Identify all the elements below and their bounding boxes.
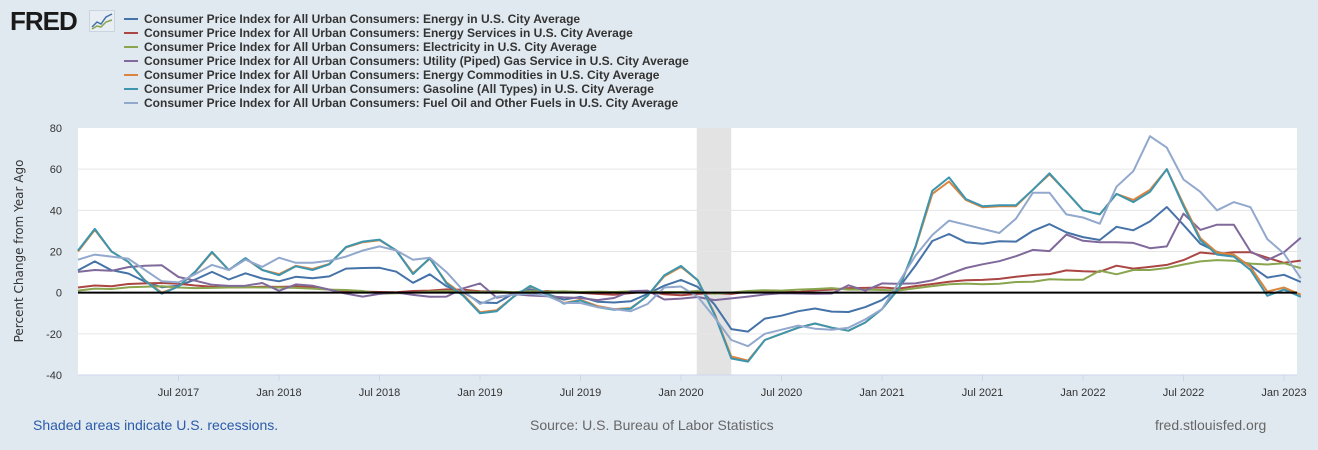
x-tick-label: Jan 2021 — [859, 387, 904, 399]
chart-legend: Consumer Price Index for All Urban Consu… — [124, 12, 689, 110]
legend-label: Consumer Price Index for All Urban Consu… — [144, 82, 654, 96]
series-line-3 — [77, 212, 1302, 302]
legend-label: Consumer Price Index for All Urban Consu… — [144, 40, 597, 54]
legend-swatch — [124, 74, 138, 76]
x-tick-label: Jul 2017 — [158, 387, 200, 399]
legend-item[interactable]: Consumer Price Index for All Urban Consu… — [124, 40, 689, 54]
x-tick-label: Jan 2020 — [658, 387, 703, 399]
legend-item[interactable]: Consumer Price Index for All Urban Consu… — [124, 26, 689, 40]
legend-label: Consumer Price Index for All Urban Consu… — [144, 12, 581, 26]
legend-item[interactable]: Consumer Price Index for All Urban Consu… — [124, 96, 689, 110]
legend-label: Consumer Price Index for All Urban Consu… — [144, 26, 633, 40]
logo-text: FRED — [10, 6, 78, 36]
y-tick-label: 20 — [50, 247, 62, 259]
y-tick-label: 80 — [50, 123, 62, 135]
fred-logo[interactable]: FRED — [10, 6, 78, 37]
x-tick-label: Jul 2020 — [761, 387, 803, 399]
legend-item[interactable]: Consumer Price Index for All Urban Consu… — [124, 12, 689, 26]
legend-swatch — [124, 88, 138, 90]
legend-label: Consumer Price Index for All Urban Consu… — [144, 54, 689, 68]
source-text: Source: U.S. Bureau of Labor Statistics — [530, 417, 774, 433]
x-tick-label: Jan 2022 — [1060, 387, 1105, 399]
site-link[interactable]: fred.stlouisfed.org — [1155, 417, 1267, 433]
y-tick-label: 60 — [50, 164, 62, 176]
legend-swatch — [124, 102, 138, 104]
series-line-5 — [77, 168, 1302, 363]
legend-swatch — [124, 60, 138, 62]
y-tick-label: 40 — [50, 205, 62, 217]
y-tick-label: -40 — [46, 370, 62, 382]
series-line-0 — [77, 206, 1302, 333]
x-tick-label: Jan 2023 — [1261, 387, 1306, 399]
legend-label: Consumer Price Index for All Urban Consu… — [144, 68, 660, 82]
legend-swatch — [124, 46, 138, 48]
y-tick-label: -20 — [46, 329, 62, 341]
x-tick-label: Jul 2018 — [359, 387, 401, 399]
x-tick-label: Jan 2019 — [457, 387, 502, 399]
x-tick-label: Jul 2022 — [1163, 387, 1205, 399]
fred-graph-icon — [89, 10, 115, 32]
legend-item[interactable]: Consumer Price Index for All Urban Consu… — [124, 54, 689, 68]
series-line-6 — [77, 135, 1302, 348]
x-tick-label: Jul 2019 — [560, 387, 602, 399]
recession-note-link[interactable]: Shaded areas indicate U.S. recessions. — [33, 417, 279, 433]
legend-label: Consumer Price Index for All Urban Consu… — [144, 96, 679, 110]
y-tick-label: 0 — [56, 288, 62, 300]
legend-item[interactable]: Consumer Price Index for All Urban Consu… — [124, 68, 689, 82]
y-axis-title: Percent Change from Year Ago — [12, 160, 26, 343]
legend-swatch — [124, 32, 138, 34]
legend-swatch — [124, 18, 138, 20]
legend-item[interactable]: Consumer Price Index for All Urban Consu… — [124, 82, 689, 96]
x-tick-label: Jul 2021 — [962, 387, 1004, 399]
x-tick-label: Jan 2018 — [256, 387, 301, 399]
